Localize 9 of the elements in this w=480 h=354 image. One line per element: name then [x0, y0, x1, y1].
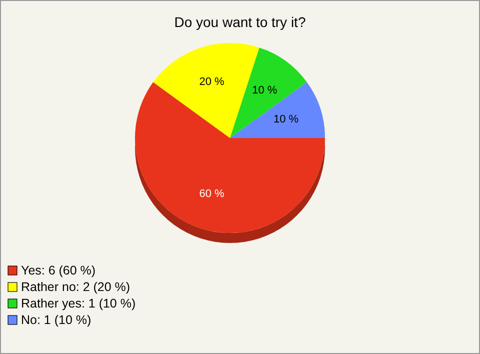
legend-label: Rather no: 2 (20 %) [21, 280, 130, 294]
data-label: 60 % [199, 188, 225, 200]
data-label: 10 % [273, 114, 299, 126]
legend-label: Rather yes: 1 (10 %) [21, 296, 136, 310]
chart-title: Do you want to try it? [174, 14, 306, 30]
legend-label: Yes: 6 (60 %) [21, 264, 96, 278]
legend-label: No: 1 (10 %) [21, 313, 92, 327]
data-label: 10 % [252, 84, 278, 96]
data-label: 20 % [199, 76, 225, 88]
